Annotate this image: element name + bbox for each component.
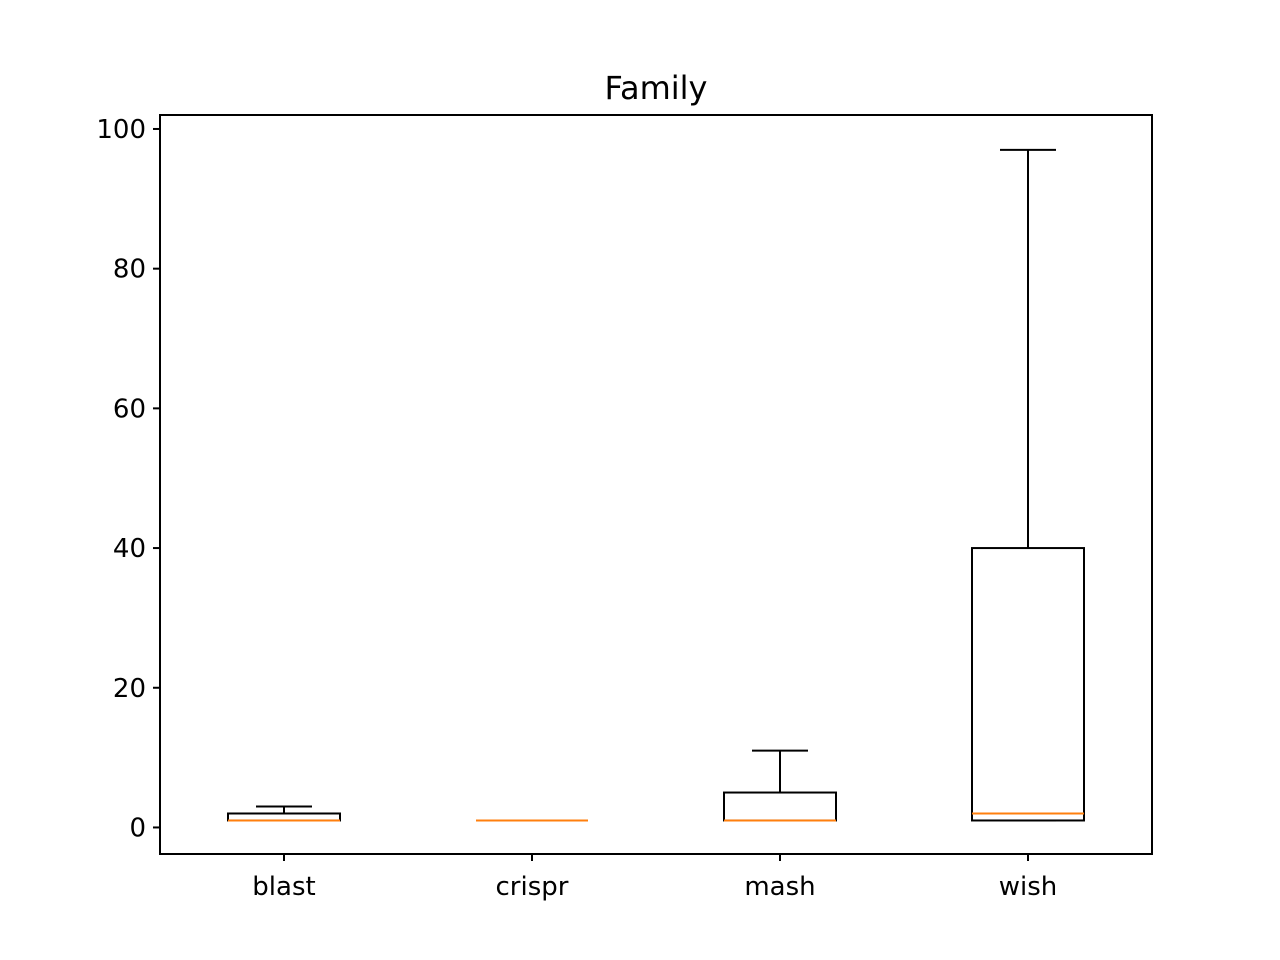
x-tick-label-mash: mash [744,872,815,902]
y-tick-label: 100 [96,115,146,145]
iqr-box [971,547,1085,822]
y-tick-label: 40 [113,534,146,564]
x-tick-label-crispr: crispr [496,872,569,902]
iqr-box [227,812,341,822]
x-tick-label-blast: blast [252,872,315,902]
y-tick-label: 20 [113,674,146,704]
box-wish [971,148,1085,822]
box-blast [227,805,341,822]
y-tick-label: 0 [129,813,146,843]
y-tick-label: 80 [113,255,146,285]
y-tick-label: 60 [113,394,146,424]
y-axis-ticks: 0 20 40 60 80 100 [96,115,160,843]
box-mash [723,749,837,822]
x-tick-label-wish: wish [999,872,1058,902]
axes-frame [159,114,1153,855]
iqr-box [723,791,837,822]
x-axis-ticks: blast crispr mash wish [252,854,1057,902]
chart-title: Family [605,69,708,107]
plot-area [227,148,1085,822]
